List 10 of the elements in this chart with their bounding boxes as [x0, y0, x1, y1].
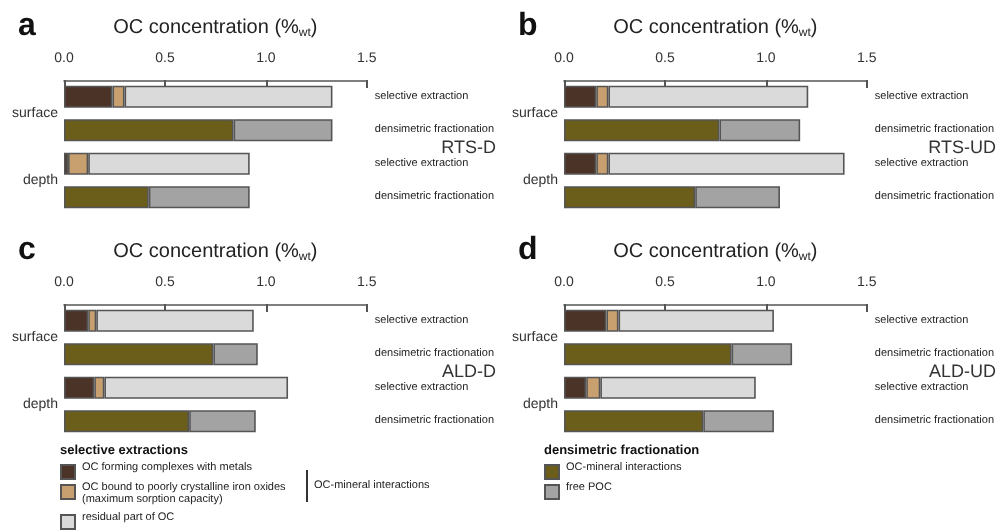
- chart-title: d: [518, 233, 538, 267]
- chart-title: a: [18, 9, 36, 43]
- bar: [96, 309, 254, 332]
- text: ALD-UD: [928, 361, 997, 381]
- chart-title: b: [518, 9, 538, 43]
- bar: [64, 309, 89, 332]
- text: ALD-D: [441, 361, 497, 381]
- text: RTS-D: [441, 137, 497, 157]
- text: RTS-UD: [928, 137, 997, 157]
- chart-title: c: [18, 233, 36, 267]
